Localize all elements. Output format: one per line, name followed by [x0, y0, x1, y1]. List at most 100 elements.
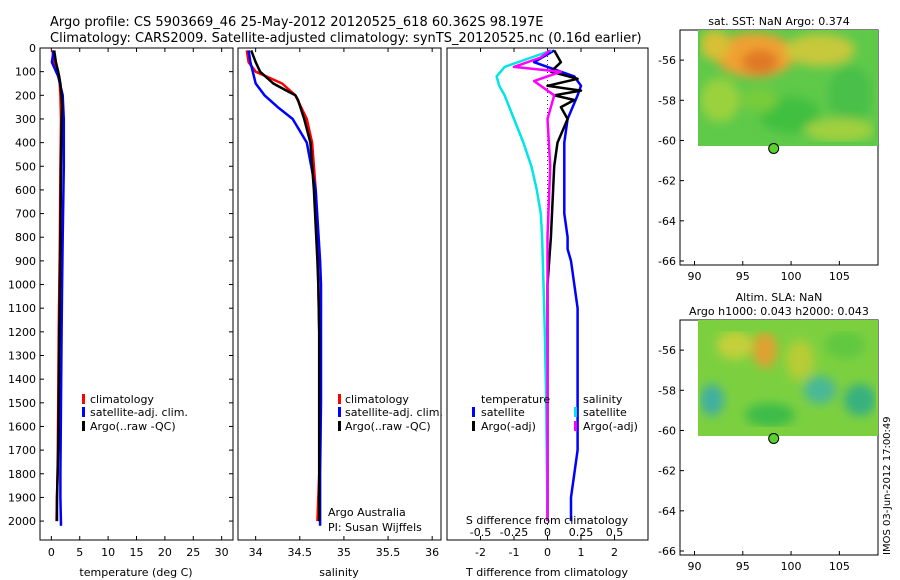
- temperature-ytick-label: 900: [15, 255, 36, 268]
- temperature-ytick-label: 1700: [8, 444, 36, 457]
- temperature-ytick-label: 300: [15, 113, 36, 126]
- salinity-xtick-label: 35: [337, 546, 351, 559]
- temperature-xtick-label: 0: [48, 546, 55, 559]
- temperature-ytick-label: 600: [15, 184, 36, 197]
- legend-swatch-t-argo: [472, 421, 475, 431]
- series-line-salinity-satellite: [495, 49, 552, 522]
- legend-label: Argo(-adj): [583, 420, 638, 433]
- difference-x2tick-label: 0.25: [569, 526, 594, 539]
- series-line-argo-raw-qc-: [250, 49, 321, 522]
- temperature-ytick-label: 1300: [8, 350, 36, 363]
- difference-x2tick-label: -0.25: [500, 526, 528, 539]
- temperature-xtick-label: 10: [101, 546, 115, 559]
- temperature-ytick-label: 1400: [8, 373, 36, 386]
- sla_map-ytick-label: -58: [658, 384, 676, 397]
- temperature-ytick-label: 400: [15, 137, 36, 150]
- temperature-axes: [39, 47, 234, 541]
- series-line-temperature-argo-adj-: [546, 49, 583, 522]
- temperature-ytick-label: 1100: [8, 302, 36, 315]
- legend-label: climatology: [90, 393, 154, 406]
- temperature-xtick-label: 30: [215, 546, 229, 559]
- temperature-ytick-label: 0: [29, 42, 36, 55]
- legend-label: satellite: [481, 406, 525, 419]
- side-stamp: IMOS 03-Jun-2012 17:00:49: [882, 416, 893, 555]
- sla_map-xtick-label: 95: [736, 560, 750, 573]
- series-line-salinity-argo-adj-: [512, 49, 563, 522]
- legend-swatch-climatology: [338, 394, 341, 404]
- legend-swatch-s-argo: [574, 421, 577, 431]
- difference-xtick-label: -1: [509, 546, 520, 559]
- temperature-ytick-label: 2000: [8, 515, 36, 528]
- sla_map-ytick-label: -60: [658, 424, 676, 437]
- temperature-xtick-label: 15: [130, 546, 144, 559]
- sla_map-xtick-label: 100: [781, 560, 802, 573]
- difference-x2tick-label: 0.5: [606, 526, 624, 539]
- difference-legend-salinity: salinity satellite Argo(-adj): [574, 393, 638, 433]
- temperature-ytick-label: 1800: [8, 468, 36, 481]
- salinity-xtick-label: 35.5: [376, 546, 401, 559]
- temperature-xtick-label: 25: [186, 546, 200, 559]
- legend-label: Argo(-adj): [481, 420, 536, 433]
- sst_map-ytick-label: -56: [658, 54, 676, 67]
- temperature-ytick-label: 1500: [8, 397, 36, 410]
- sst_map-ytick-label: -58: [658, 94, 676, 107]
- legend-swatch-t-satellite: [472, 407, 475, 417]
- salinity-xtick-label: 34: [249, 546, 263, 559]
- difference-xlabel: T difference from climatology: [465, 566, 628, 579]
- legend-label: Argo(..raw -QC): [345, 420, 431, 433]
- sst_map-ytick-label: -66: [658, 255, 676, 268]
- legend-swatch-climatology: [82, 394, 85, 404]
- header-line-2: Climatology: CARS2009. Satellite-adjuste…: [50, 31, 642, 46]
- legend-label: satellite-adj. clim.: [345, 406, 443, 419]
- legend-swatch-satellite: [82, 407, 85, 417]
- legend-title-temperature: temperature: [481, 393, 550, 406]
- salinity-xtick-label: 36: [425, 546, 439, 559]
- sst-profile-marker: [768, 143, 780, 155]
- legend-label: Argo(..raw -QC): [90, 420, 176, 433]
- temperature-legend: climatology satellite-adj. clim. Argo(..…: [82, 393, 188, 433]
- difference-xtick-label: -2: [475, 546, 486, 559]
- legend-label: satellite: [583, 406, 627, 419]
- temperature-ytick-label: 500: [15, 160, 36, 173]
- sla_map-xtick-label: 90: [687, 560, 701, 573]
- sst_map-ytick-label: -62: [658, 175, 676, 188]
- sla-map-title: Altim. SLA: NaN: [736, 291, 823, 304]
- temperature-xtick-label: 20: [158, 546, 172, 559]
- temperature-ytick-label: 800: [15, 231, 36, 244]
- sst_map-xtick-label: 100: [781, 270, 802, 283]
- difference-xtick-label: 1: [578, 546, 585, 559]
- difference-legend-temperature: temperature satellite Argo(-adj): [472, 393, 550, 433]
- header-line-1: Argo profile: CS 5903669_46 25-May-2012 …: [50, 15, 543, 30]
- sla_map-xtick-label: 105: [829, 560, 850, 573]
- series-line-climatology: [245, 50, 321, 522]
- legend-label: satellite-adj. clim.: [90, 406, 188, 419]
- temperature-ytick-label: 1200: [8, 326, 36, 339]
- temperature-ytick-label: 200: [15, 89, 36, 102]
- sst_map-ytick-label: -60: [658, 134, 676, 147]
- sla-map-subtitle: Argo h1000: 0.043 h2000: 0.043: [689, 305, 869, 318]
- sla-field: [698, 320, 878, 436]
- sst_map-ytick-label: -64: [658, 215, 676, 228]
- salinity-xtick-label: 34.5: [288, 546, 313, 559]
- legend-swatch-s-satellite: [574, 407, 577, 417]
- difference-xtick-label: 0: [544, 546, 551, 559]
- difference-x2tick-label: -0.5: [470, 526, 491, 539]
- salinity-axes: [237, 47, 442, 541]
- difference-x2label: S difference from climatology: [466, 514, 629, 527]
- sst-field: [698, 30, 878, 146]
- temperature-xtick-label: 5: [76, 546, 83, 559]
- series-line-temperature-satellite: [532, 49, 583, 522]
- sla_map-ytick-label: -64: [658, 505, 676, 518]
- sla_map-ytick-label: -66: [658, 545, 676, 558]
- annotation-pi: PI: Susan Wijffels: [328, 521, 422, 534]
- sla_map-ytick-label: -56: [658, 344, 676, 357]
- temperature-xlabel: temperature (deg C): [79, 566, 192, 579]
- sst_map-xtick-label: 95: [736, 270, 750, 283]
- salinity-xlabel: salinity: [319, 566, 359, 579]
- temperature-ytick-label: 1000: [8, 279, 36, 292]
- legend-swatch-argo: [338, 421, 341, 431]
- sla_map-ytick-label: -62: [658, 465, 676, 478]
- sla-profile-marker: [768, 433, 780, 445]
- temperature-ytick-label: 1900: [8, 491, 36, 504]
